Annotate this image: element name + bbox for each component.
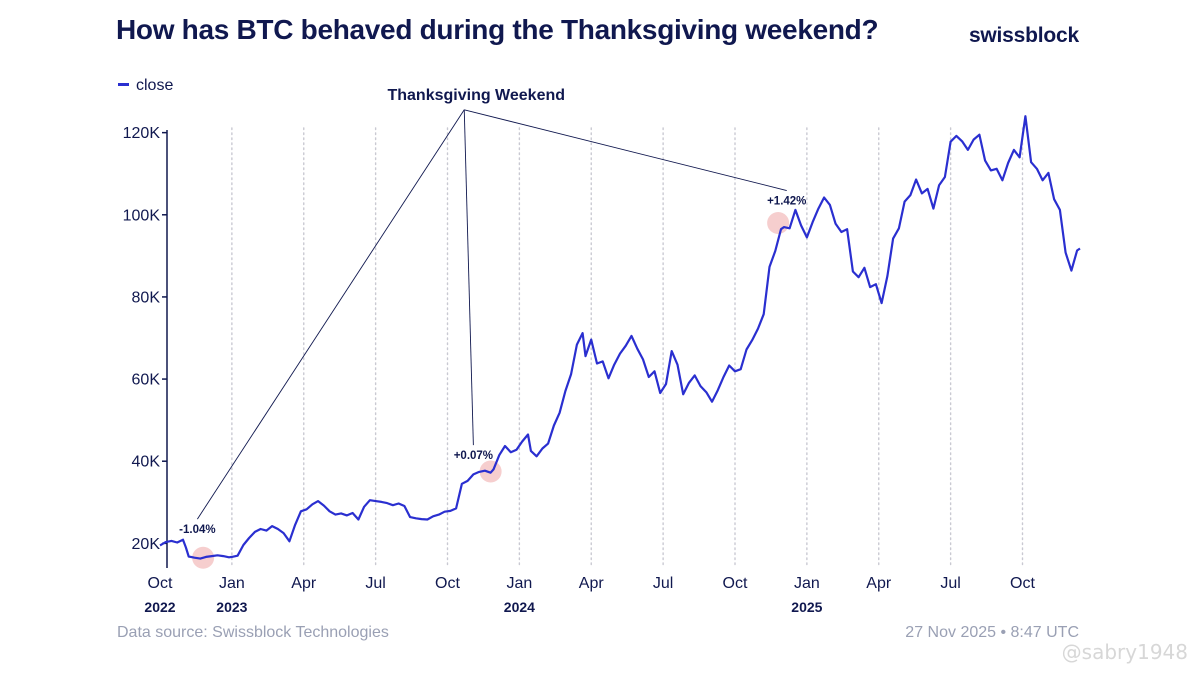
x-tick-label: Apr: [579, 575, 605, 592]
x-tick-label: Jan: [219, 575, 245, 592]
x-year-label: 2023: [216, 599, 247, 615]
x-tick-label: Jul: [653, 575, 673, 592]
x-tick-label: Oct: [148, 575, 173, 592]
x-tick-label: Apr: [866, 575, 892, 592]
y-tick-label: 20K: [132, 536, 161, 553]
timestamp: 27 Nov 2025 • 8:47 UTC: [905, 624, 1079, 641]
y-tick-label: 80K: [132, 289, 161, 306]
annotation-label: -1.04%: [179, 524, 215, 536]
y-tick-label: 100K: [123, 207, 161, 224]
axes: Oct 2022 Jan 2023 Apr Jul Oct Jan 2024 Apr Jul Oct J…: [123, 125, 1036, 615]
series-layer: [159, 115, 1081, 560]
series-line-close: [159, 115, 1081, 560]
x-year-label: 2022: [144, 599, 175, 615]
legend: close: [118, 77, 173, 95]
x-tick-label: Jan: [794, 575, 820, 592]
x-year-label: 2024: [504, 599, 535, 615]
y-tick-label: 60K: [132, 372, 161, 389]
chart-title: How has BTC behaved during the Thanksgiv…: [116, 14, 879, 45]
x-tick-label: Jul: [365, 575, 385, 592]
callout-label: Thanksgiving Weekend: [387, 87, 565, 104]
watermark: @sabry1948: [1061, 640, 1188, 664]
annotation-connector: [463, 109, 474, 446]
annotation-connector: [464, 109, 787, 191]
y-tick-label: 120K: [123, 125, 161, 142]
x-year-label: 2025: [791, 599, 822, 615]
y-tick-label: 40K: [132, 454, 161, 471]
grid-lines: [231, 127, 1024, 569]
x-tick-label: Jan: [506, 575, 532, 592]
thanksgiving-marker: [767, 212, 790, 234]
data-source: Data source: Swissblock Technologies: [117, 624, 389, 641]
annotation-label: +1.42%: [767, 196, 806, 208]
x-tick-label: Oct: [723, 575, 748, 592]
annotation-label: +0.07%: [454, 450, 493, 462]
annotations: Thanksgiving Weekend -1.04% +0.07% +1.42%: [179, 87, 806, 536]
x-tick-label: Apr: [291, 575, 317, 592]
annotation-connector: [196, 109, 465, 520]
x-tick-label: Oct: [1010, 575, 1035, 592]
x-tick-label: Oct: [435, 575, 460, 592]
legend-swatch: [118, 83, 129, 87]
brand-logo: swissblock: [968, 24, 1079, 47]
legend-label: close: [136, 77, 174, 94]
x-tick-label: Jul: [940, 575, 960, 592]
